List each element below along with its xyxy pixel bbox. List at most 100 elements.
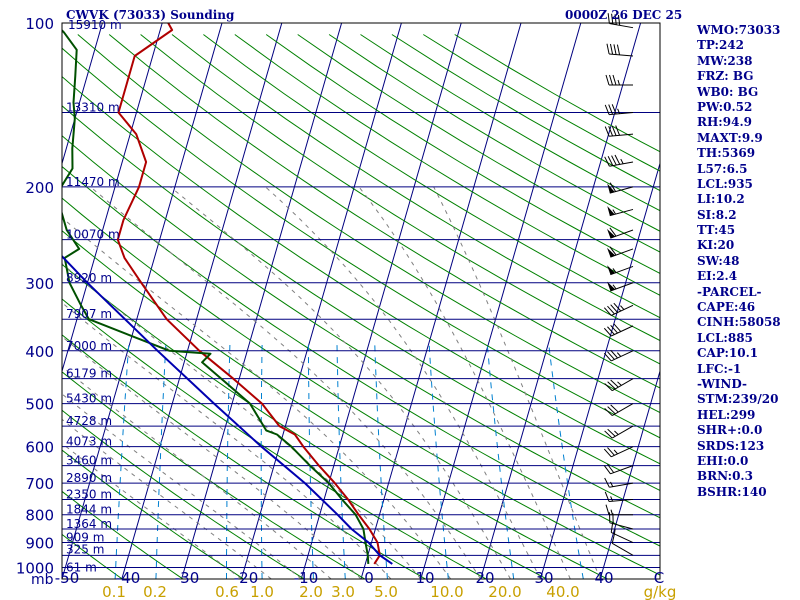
dry-adiabat-400 [140, 34, 660, 365]
mixing-ratio-tick: 0.2 [143, 583, 167, 600]
wind-barb-flag [611, 13, 614, 25]
dry-adiabat-230 [62, 533, 123, 579]
wind-barb-146 [604, 104, 634, 116]
wind-barb-flag [604, 126, 610, 137]
mixing-ratio-40 [548, 344, 584, 579]
wind-barb-staff [611, 425, 634, 439]
mixing-ratio-5 [374, 344, 388, 579]
dry-adiabat-410 [171, 34, 660, 342]
index-item: BRN:0.3 [697, 469, 753, 484]
wind-barb-600 [603, 446, 634, 458]
pressure-label-500: 500 [25, 396, 54, 414]
pressure-label-1000: 1000 [16, 559, 54, 577]
wind-barb-half-flag [617, 108, 621, 114]
wind-barb-220 [607, 205, 634, 217]
wind-barb-flag [604, 430, 613, 439]
moist-adiabat-40 [433, 186, 601, 579]
wind-barb-240 [607, 227, 634, 239]
dry-adiabat-420 [203, 34, 660, 319]
dry-adiabat-430 [234, 34, 660, 296]
wind-barbs [603, 13, 634, 556]
height-label: 13310 m [66, 100, 120, 114]
index-item: TT:45 [697, 223, 736, 238]
wind-barb-half-flag [610, 509, 613, 515]
wind-barb-flag [613, 44, 617, 55]
mixing-ratio-tick: 5.0 [374, 583, 398, 600]
wind-barb-500 [604, 403, 634, 417]
wind-barb-flag [607, 463, 615, 473]
wind-barb-half-flag [616, 352, 622, 357]
wind-barb-260 [607, 246, 634, 258]
wind-barb-330 [603, 302, 634, 316]
wind-barb-flag [615, 125, 621, 136]
wind-barb-flag [610, 404, 619, 413]
wind-barb-flag [603, 352, 612, 362]
wind-barb-450 [604, 378, 634, 392]
index-item: LCL:885 [697, 330, 753, 345]
wind-barb-flag [611, 533, 616, 544]
mixing-ratio-tick: 20.0 [488, 583, 521, 600]
indices-panel: WMO:73033 TP:242 MW:238 FRZ: BG WB0: BG PW:0.… [697, 23, 800, 500]
wind-barb-flag [607, 406, 616, 415]
wind-barb-flag [610, 349, 618, 359]
height-label: 7000 m [66, 339, 112, 353]
index-item: TP:242 [697, 38, 745, 53]
series-dewpoint-line [62, 28, 370, 564]
wind-barb-flag [605, 74, 610, 86]
wind-barb-280 [607, 265, 634, 276]
wind-barb-staff [609, 111, 634, 116]
wind-barb-half-flag [614, 430, 619, 435]
wind-barb-flag [610, 379, 619, 388]
moist-adiabat-30 [265, 186, 541, 579]
wind-barb-flag [604, 477, 610, 488]
wind-barb-staff [609, 498, 634, 502]
index-item: EI:2.4 [697, 269, 738, 284]
mixing-ratio-0.6 [226, 344, 231, 579]
dry-adiabat-360 [62, 75, 660, 465]
isotherm-10 [420, 23, 582, 579]
wind-barb-flag [607, 155, 614, 166]
temperature-tick: -40 [116, 569, 141, 587]
height-label: 2350 m [66, 487, 112, 501]
pressure-unit-label: mb [31, 572, 54, 588]
wind-barb-half-flag [620, 305, 625, 310]
mixing-ratio-tick: 10.0 [430, 583, 463, 600]
index-item: -WIND- [697, 376, 747, 391]
wind-barb-staff [609, 482, 634, 488]
wind-barb-flag [604, 408, 613, 416]
moist-adiabat-lines [62, 186, 601, 579]
height-label: 1844 m [66, 503, 112, 517]
pressure-label-100: 100 [25, 15, 54, 33]
height-label: 7907 m [66, 307, 112, 321]
mixing-ratio-tick: 1.0 [250, 583, 274, 600]
dry-adiabat-270 [62, 371, 366, 579]
isotherm--30 [181, 23, 343, 579]
wind-barb-flag [607, 447, 615, 456]
wind-barb-flag [609, 246, 617, 256]
isobar-lines [62, 22, 660, 568]
mixing-ratio-10 [428, 344, 449, 579]
wind-barb-flag [609, 43, 614, 55]
wind-barb-flag [606, 43, 610, 55]
wind-barb-half-flag [613, 528, 616, 534]
chart-timestamp: 0000Z 26 DEC 25 [565, 8, 683, 22]
wind-barb-flag [616, 44, 621, 55]
wind-barb-flag [604, 156, 610, 167]
wind-barb-300 [607, 281, 634, 292]
pressure-label-900: 900 [25, 535, 54, 553]
wind-barb-flag [611, 125, 617, 136]
wind-barb-flag [611, 104, 617, 115]
wind-barb-flag [617, 14, 621, 26]
wind-barb-flag [608, 126, 614, 137]
wind-barb-950 [611, 533, 634, 556]
wind-barb-400 [603, 349, 634, 362]
index-item: BSHR:140 [697, 484, 767, 499]
wind-barb-staff [611, 378, 634, 392]
wind-barb-160 [604, 125, 634, 137]
index-item: RH:94.9 [697, 115, 752, 130]
pressure-label-300: 300 [25, 275, 54, 293]
isotherm-0 [360, 23, 522, 579]
index-item: WB0: BG [697, 84, 759, 99]
wind-barb-staff [610, 465, 634, 475]
